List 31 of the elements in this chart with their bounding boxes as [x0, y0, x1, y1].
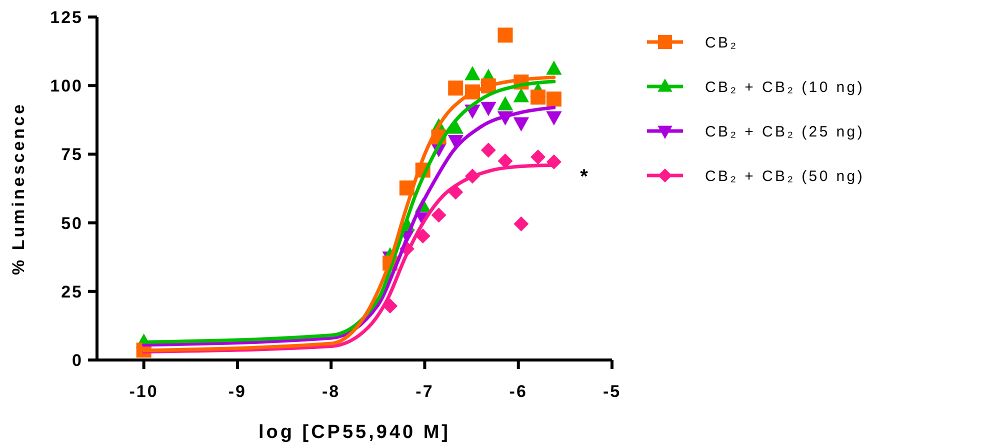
point: [415, 228, 430, 244]
legend-label: CB₂ + CB₂ (50 ng): [705, 168, 865, 185]
point: [546, 60, 562, 75]
x-tick-label: -10: [129, 382, 158, 401]
point: [448, 80, 464, 96]
point: [530, 90, 546, 105]
legend-label: CB₂ + CB₂ (25 ng): [705, 123, 865, 140]
y-axis-title: % Luminescence: [9, 102, 28, 275]
x-tick-label: -8: [322, 382, 340, 401]
x-tick-label: -5: [602, 382, 622, 401]
y-tick-label: 100: [50, 76, 83, 96]
y-tick-label: 50: [61, 214, 83, 233]
legend-label: CB₂: [705, 34, 738, 52]
y-tick-label: 25: [61, 282, 83, 302]
x-tick-label: -9: [228, 382, 247, 401]
legend-label: CB₂ + CB₂ (10 ng): [705, 78, 865, 96]
y-tick-label: 75: [61, 145, 83, 164]
x-tick-label: -7: [416, 382, 434, 401]
point: [480, 142, 496, 158]
y-tick-label: 125: [50, 8, 83, 27]
point: [480, 102, 496, 116]
point: [514, 216, 529, 232]
point: [431, 208, 446, 223]
point: [464, 66, 480, 80]
point: [498, 28, 513, 43]
point: [546, 92, 562, 107]
y-tick-label: 0: [72, 350, 83, 370]
x-axis-title: log [CP55,940 M]: [258, 422, 451, 443]
x-tick-label: -6: [509, 382, 528, 401]
annotation: *: [580, 166, 588, 188]
point: [530, 149, 546, 164]
